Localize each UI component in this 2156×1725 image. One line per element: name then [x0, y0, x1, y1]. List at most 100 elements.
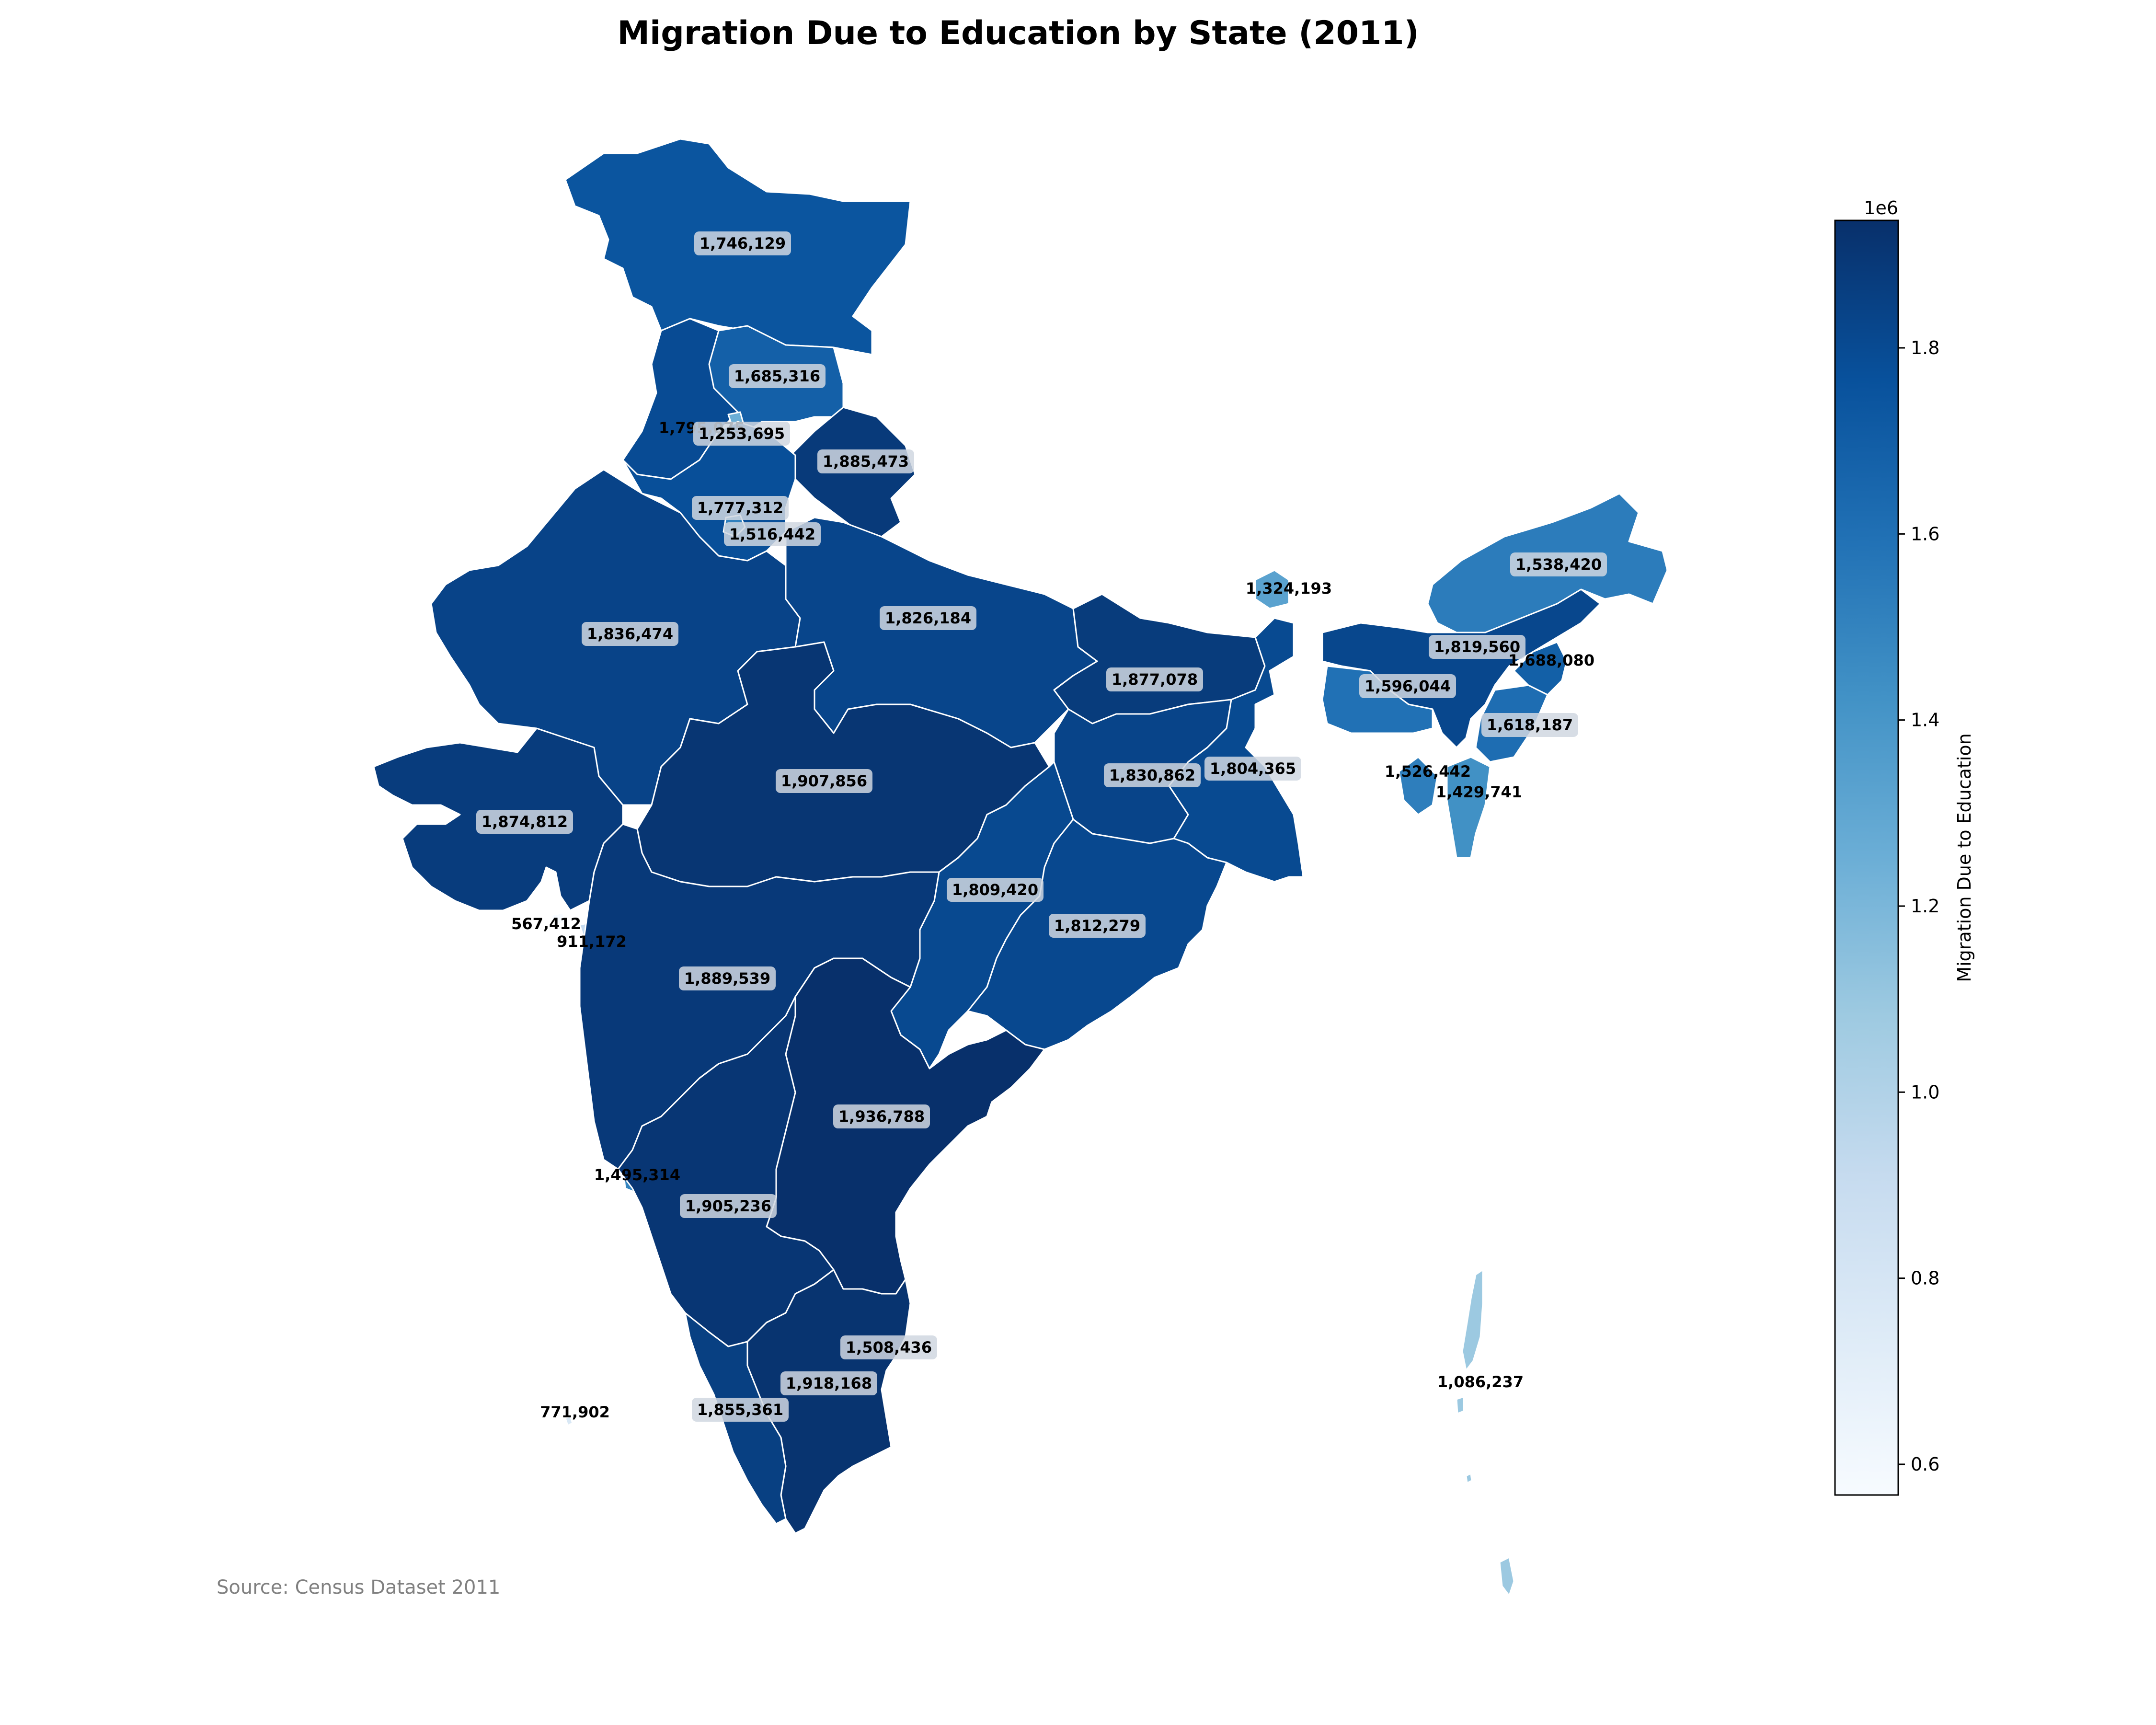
value-label-box	[1359, 674, 1456, 698]
value-label-himachal-pradesh: 1,685,316	[729, 364, 826, 388]
value-label-text: 1,885,473	[823, 452, 909, 471]
colorbar-tick-label: 1.2	[1911, 896, 1939, 917]
value-label-arunachal-pradesh: 1,538,420	[1510, 552, 1607, 576]
colorbar-exponent: 1e6	[1864, 197, 1898, 218]
value-label-gujarat: 1,874,812	[476, 810, 573, 834]
value-label-bihar: 1,877,078	[1106, 667, 1203, 691]
colorbar-tick-label: 1.4	[1911, 710, 1939, 731]
value-label-text: 1,907,856	[781, 772, 867, 790]
value-label-box	[729, 364, 826, 388]
colorbar-tick-label: 1.6	[1911, 523, 1939, 544]
value-label-uttar-pradesh: 1,826,184	[880, 606, 976, 630]
value-label-meghalaya: 1,596,044	[1359, 674, 1456, 698]
value-label-box	[947, 878, 1044, 902]
region-mizoram	[1446, 756, 1491, 859]
value-label-box	[680, 1194, 777, 1218]
value-label-manipur: 1,618,187	[1481, 713, 1578, 737]
value-label-text: 1,826,184	[885, 609, 971, 627]
value-label-text: 1,936,788	[838, 1107, 925, 1126]
value-label-tamil-nadu: 1,918,168	[780, 1371, 877, 1395]
value-label-box	[840, 1335, 937, 1359]
value-label-text: 911,172	[557, 932, 627, 951]
value-label-rajasthan: 1,836,474	[582, 622, 678, 646]
value-label-daman-diu: 567,412	[511, 915, 581, 933]
value-label-box	[724, 522, 821, 546]
value-label-dadra-nagar-haveli: 911,172	[557, 932, 627, 951]
value-label-chhattisgarh: 1,809,420	[947, 878, 1044, 902]
value-label-text: 1,324,193	[1246, 579, 1332, 598]
value-label-delhi: 1,516,442	[724, 522, 821, 546]
value-label-text: 1,918,168	[786, 1374, 872, 1392]
colorbar-tick-label: 1.8	[1911, 337, 1939, 358]
value-label-text: 1,526,442	[1385, 762, 1471, 781]
value-label-box	[692, 496, 789, 520]
value-label-box	[1104, 763, 1201, 787]
value-label-text: 1,804,365	[1210, 759, 1296, 778]
value-label-text: 1,516,442	[729, 525, 815, 543]
value-label-text: 1,538,420	[1515, 555, 1602, 574]
value-label-sikkim: 1,324,193	[1246, 579, 1332, 598]
colorbar-gradient	[1834, 219, 1899, 1496]
value-label-box	[476, 810, 573, 834]
colorbar-label: Migration Due to Education	[1954, 733, 1975, 982]
value-label-kerala: 1,855,361	[692, 1398, 789, 1422]
source-note: Source: Census Dataset 2011	[217, 1576, 501, 1598]
value-label-text: 771,902	[540, 1403, 610, 1421]
map-title: Migration Due to Education by State (201…	[617, 14, 1419, 52]
region-west-bengal	[1168, 617, 1304, 883]
value-label-goa: 1,495,314	[594, 1166, 680, 1184]
region-lakshadweep	[564, 1415, 573, 1426]
value-label-telangana-andhra: 1,936,788	[833, 1104, 930, 1128]
value-label-text: 1,746,129	[700, 234, 786, 253]
value-label-jharkhand: 1,830,862	[1104, 763, 1201, 787]
value-label-text: 1,618,187	[1487, 716, 1573, 734]
value-label-maharashtra: 1,889,539	[679, 966, 776, 990]
value-label-text: 567,412	[511, 915, 581, 933]
value-label-uttarakhand: 1,885,473	[817, 449, 914, 473]
colorbar-tick-label: 0.6	[1911, 1454, 1939, 1475]
value-label-tripura: 1,526,442	[1385, 762, 1471, 781]
value-label-text: 1,688,080	[1508, 651, 1594, 669]
value-label-box	[1510, 552, 1607, 576]
value-label-nagaland: 1,688,080	[1508, 651, 1594, 669]
colorbar-ticks: 0.6 0.8 1.0 1.2 1.4 1.6 1.8	[1898, 337, 1939, 1475]
value-label-text: 1,508,436	[846, 1338, 932, 1357]
value-label-odisha: 1,812,279	[1049, 914, 1146, 938]
value-label-box	[780, 1371, 877, 1395]
value-label-box	[1204, 757, 1301, 781]
region-nagaland	[1513, 641, 1568, 696]
colorbar: 0.6 0.8 1.0 1.2 1.4 1.6 1.8 1e6 Migration Due …	[1834, 197, 1975, 1496]
value-label-box	[693, 422, 790, 446]
region-tripura	[1398, 756, 1438, 816]
value-label-text: 1,905,236	[685, 1197, 771, 1215]
value-label-text: 1,874,812	[482, 813, 568, 831]
value-label-text: 1,836,474	[587, 625, 673, 643]
value-label-text: 1,495,314	[594, 1166, 680, 1184]
value-label-box	[694, 231, 791, 255]
value-label-box	[817, 449, 914, 473]
region-andaman-nicobar	[1456, 1269, 1515, 1597]
value-label-text: 1,086,237	[1437, 1373, 1524, 1391]
value-label-text: 1,855,361	[697, 1401, 783, 1419]
state-value-labels: 1,746,1291,685,3161,795,0751,253,6951,88…	[476, 231, 1607, 1422]
value-label-haryana: 1,777,312	[692, 496, 789, 520]
value-label-box	[880, 606, 976, 630]
value-label-box	[692, 1398, 789, 1422]
value-label-text: 1,877,078	[1112, 670, 1198, 689]
value-label-mizoram: 1,429,741	[1436, 783, 1522, 801]
colorbar-tick-label: 1.0	[1911, 1081, 1939, 1103]
value-label-text: 1,812,279	[1054, 917, 1140, 935]
value-label-text: 1,253,695	[699, 425, 785, 443]
value-label-box	[1429, 635, 1525, 659]
colorbar-tick-label: 0.8	[1911, 1268, 1939, 1289]
value-label-puducherry: 1,508,436	[840, 1335, 937, 1359]
value-label-text: 1,830,862	[1109, 766, 1195, 784]
value-label-box	[776, 769, 872, 793]
value-label-assam: 1,819,560	[1429, 635, 1525, 659]
region-sikkim	[1254, 569, 1290, 610]
value-label-box	[1049, 914, 1146, 938]
value-label-text: 1,819,560	[1434, 638, 1520, 656]
region-karnataka	[617, 996, 835, 1347]
value-label-box	[582, 622, 678, 646]
